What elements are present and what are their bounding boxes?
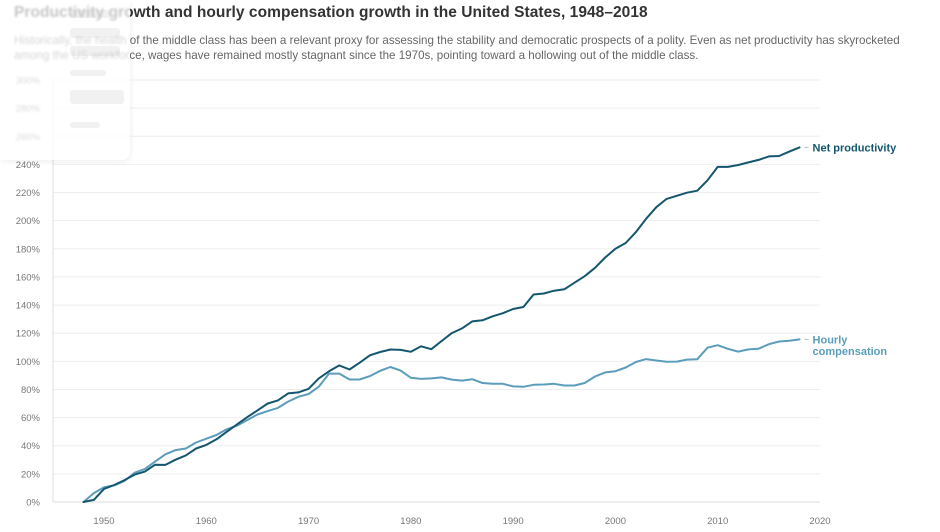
y-tick-label: 20% [21,469,41,480]
series-label-hourly-compensation: Hourly [813,334,849,346]
y-tick-label: 200% [16,216,41,227]
x-tick-label: 1950 [93,516,114,527]
x-axis: 1950 1960 1970 1980 1990 2000 2010 2020 [93,516,830,527]
y-tick-label: 220% [16,188,41,199]
y-tick-label: 40% [21,441,41,452]
popover-ghost-row [70,122,100,128]
x-tick-label: 1960 [196,516,217,527]
x-tick-label: 2000 [605,516,626,527]
chart-subtitle: Historically, the health of the middle c… [14,34,900,62]
series-line-hourly-compensation [82,338,801,503]
y-tick-label: 120% [16,329,41,340]
x-tick-label: 1970 [298,516,319,527]
popover-ghost-row [70,90,124,104]
y-tick-label: 100% [16,357,41,368]
y-tick-label: 160% [16,272,41,283]
x-tick-label: 2020 [809,516,830,527]
popover-ghost-row [70,10,110,18]
y-tick-label: 240% [16,160,41,171]
faded-settings-popover [0,0,130,160]
series-label-net-productivity: Net productivity [813,142,898,154]
chart-title: Productivity growth and hourly compensat… [14,4,648,21]
series-label-hourly-compensation: compensation [813,346,888,358]
y-tick-label: 80% [21,385,41,396]
y-tick-label: 60% [21,413,41,424]
popover-ghost-row [70,70,106,76]
y-tick-label: 140% [16,301,41,312]
x-tick-label: 1980 [400,516,421,527]
grid-lines [53,79,820,475]
x-tick-label: 2010 [707,516,728,527]
y-tick-label: 180% [16,244,41,255]
y-tick-label: 0% [26,498,40,509]
x-tick-label: 1990 [503,516,524,527]
series-line-net-productivity [82,146,801,503]
popover-ghost-row [70,28,120,38]
popover-ghost-row [70,46,120,56]
series-group [82,146,801,503]
